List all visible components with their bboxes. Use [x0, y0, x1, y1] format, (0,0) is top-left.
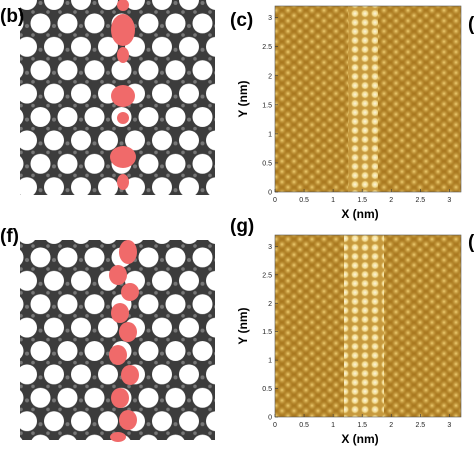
stm-bright-stripe	[348, 6, 378, 192]
x-tick-label: 3	[447, 197, 451, 204]
y-axis-label: Y (nm)	[236, 80, 250, 117]
y-tick-label: 0	[268, 190, 272, 197]
x-tick-label: 3	[447, 422, 451, 429]
y-tick-label: 1.5	[262, 329, 272, 336]
x-tick-label: 1.5	[357, 197, 367, 204]
x-tick-label: 2	[389, 422, 393, 429]
x-tick-label: 0	[273, 197, 277, 204]
y-tick-label: 2.5	[262, 44, 272, 51]
edge-label: (	[468, 14, 474, 35]
y-tick-label: 1.5	[262, 102, 272, 109]
y-tick-label: 2	[268, 301, 272, 308]
y-tick-label: 0.5	[262, 160, 272, 167]
y-tick-label: 1	[268, 131, 272, 138]
x-tick-label: 2.5	[415, 422, 425, 429]
x-tick-label: 2.5	[415, 197, 425, 204]
panel-label: (b)	[0, 6, 24, 27]
panel-label: (f)	[0, 226, 19, 247]
y-tick-label: 1	[268, 358, 272, 365]
x-tick-label: 0.5	[299, 197, 309, 204]
x-tick-label: 2	[389, 197, 393, 204]
edge-label: (	[468, 232, 474, 253]
defect-highlight	[109, 240, 139, 442]
y-axis-label: Y (nm)	[236, 307, 250, 344]
y-tick-label: 0	[268, 415, 272, 422]
x-tick-label: 1	[331, 422, 335, 429]
panel-label: (c)	[230, 10, 253, 31]
y-tick-label: 3	[268, 244, 272, 251]
x-tick-label: 1	[331, 197, 335, 204]
x-tick-label: 1.5	[357, 422, 367, 429]
y-tick-label: 2	[268, 73, 272, 80]
defect-highlight	[110, 0, 136, 190]
x-tick-label: 0	[273, 422, 277, 429]
axes-frame	[274, 5, 462, 193]
x-tick-label: 0.5	[299, 422, 309, 429]
axes-frame	[274, 234, 462, 418]
panel-label: (g)	[230, 216, 254, 237]
x-axis-label: X (nm)	[341, 432, 378, 446]
y-tick-label: 0.5	[262, 386, 272, 393]
y-tick-label: 3	[268, 15, 272, 22]
y-tick-label: 2.5	[262, 272, 272, 279]
stm-bright-stripe	[344, 235, 384, 417]
x-axis-label: X (nm)	[341, 207, 378, 221]
